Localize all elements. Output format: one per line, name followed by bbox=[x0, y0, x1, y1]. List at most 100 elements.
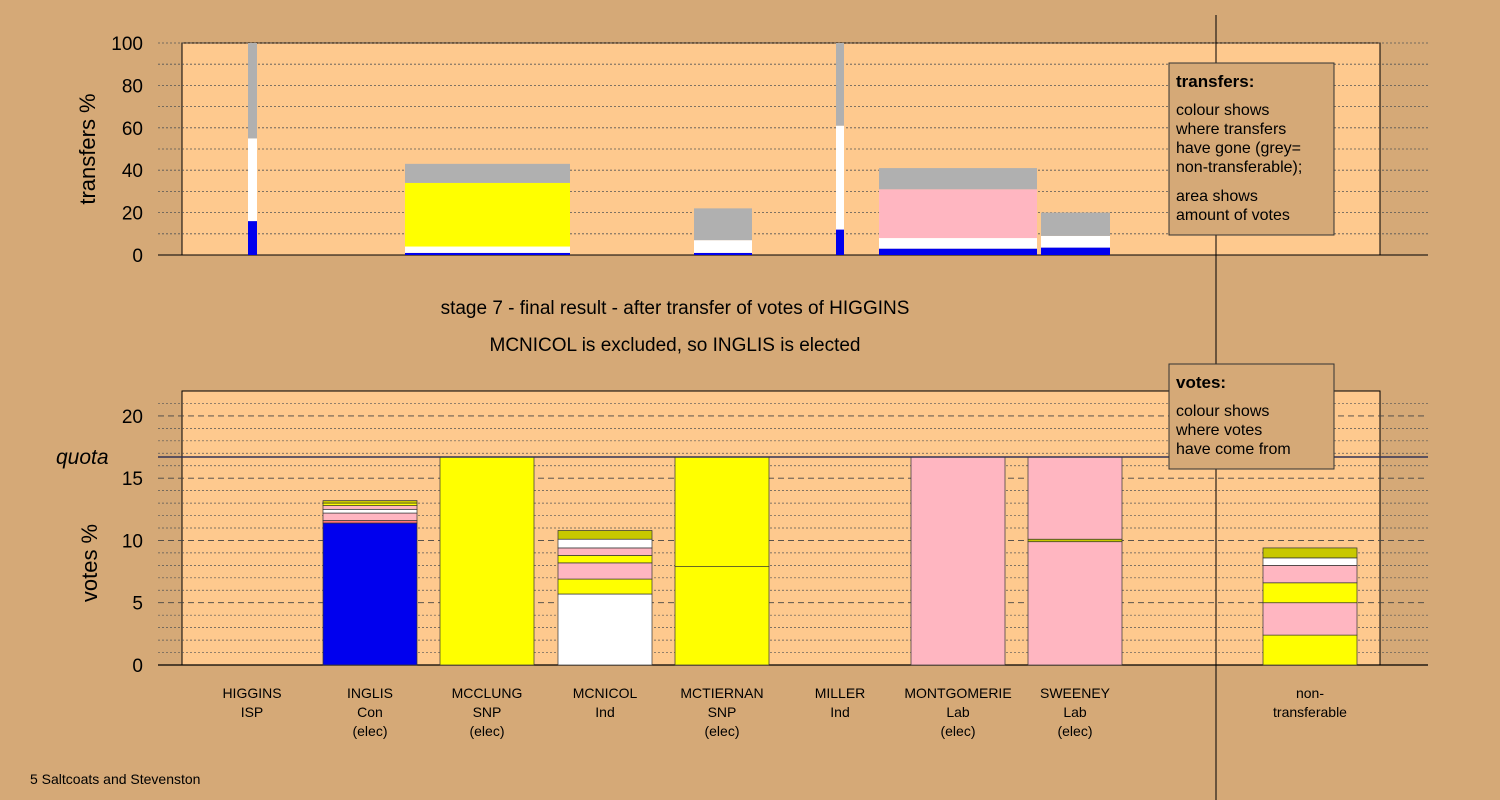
transfer-segment-sweeney bbox=[1041, 235, 1110, 248]
vote-segment-sweeney bbox=[1027, 538, 1123, 543]
stage-subtitle: MCNICOL is excluded, so INGLIS is electe… bbox=[490, 335, 861, 356]
legend-text: amount of votes bbox=[1176, 207, 1290, 224]
vote-segment-mctiernan bbox=[674, 566, 770, 666]
candidate-label: Con bbox=[357, 704, 383, 720]
legend-text: where votes bbox=[1175, 422, 1262, 439]
y-axis-label: votes % bbox=[77, 524, 102, 602]
vote-segment-mcclung bbox=[439, 456, 535, 666]
vote-segment-nontransferable bbox=[1262, 557, 1358, 566]
legend-title: votes: bbox=[1176, 373, 1226, 392]
candidate-label: SNP bbox=[473, 704, 502, 720]
candidate-label: Ind bbox=[595, 704, 614, 720]
vote-segment-nontransferable bbox=[1262, 634, 1358, 666]
vote-segment-montgomerie bbox=[910, 456, 1006, 666]
transfer-segment-inglis bbox=[405, 246, 570, 253]
legend-text: where transfers bbox=[1175, 121, 1286, 138]
legend-title: transfers: bbox=[1176, 72, 1254, 91]
transfers-legend: transfers: colour shows where transfers hav… bbox=[1168, 62, 1335, 236]
votes-legend: votes: colour shows where votes have come f… bbox=[1168, 363, 1335, 470]
y-tick-label: 80 bbox=[122, 76, 143, 97]
y-tick-label: 0 bbox=[132, 656, 143, 677]
candidate-label: HIGGINS bbox=[222, 685, 281, 701]
candidate-label: MONTGOMERIE bbox=[904, 685, 1011, 701]
candidate-label: SNP bbox=[708, 704, 737, 720]
candidate-label: (elec) bbox=[940, 723, 975, 739]
legend-box bbox=[1168, 363, 1335, 470]
transfer-segment-montgomerie bbox=[879, 238, 1037, 249]
transfer-segment-miller bbox=[836, 125, 844, 230]
vote-segment-inglis bbox=[322, 522, 418, 666]
transfer-segment-mcnicol bbox=[694, 252, 752, 255]
vote-segment-nontransferable bbox=[1262, 547, 1358, 559]
vote-segment-mctiernan bbox=[674, 456, 770, 567]
y-tick-label: 10 bbox=[122, 531, 143, 552]
transfer-segment-mcnicol bbox=[694, 240, 752, 253]
candidate-label: INGLIS bbox=[347, 685, 393, 701]
candidate-label: MCCLUNG bbox=[452, 685, 523, 701]
vote-segment-inglis bbox=[322, 520, 418, 524]
candidate-label: Ind bbox=[830, 704, 849, 720]
vote-segment-inglis bbox=[322, 512, 418, 521]
vote-segment-mcnicol bbox=[557, 555, 653, 564]
vote-segment-mcnicol bbox=[557, 578, 653, 595]
transfer-segment-higgins bbox=[248, 221, 257, 255]
transfer-segment-higgins bbox=[248, 43, 257, 139]
candidate-label: Lab bbox=[946, 704, 970, 720]
legend-text: colour shows bbox=[1176, 102, 1269, 119]
y-tick-label: 40 bbox=[122, 161, 143, 182]
candidate-label: Lab bbox=[1063, 704, 1087, 720]
quota-label: quota bbox=[56, 446, 109, 469]
candidate-label: MILLER bbox=[815, 685, 866, 701]
vote-segment-inglis bbox=[322, 508, 418, 514]
legend-text: non-transferable); bbox=[1176, 159, 1302, 176]
y-tick-label: 0 bbox=[132, 246, 143, 267]
transfer-segment-miller bbox=[836, 229, 844, 255]
transfer-segment-montgomerie bbox=[879, 248, 1037, 255]
transfer-segment-inglis bbox=[405, 252, 570, 255]
vote-segment-nontransferable bbox=[1262, 565, 1358, 584]
legend-text: have gone (grey= bbox=[1176, 140, 1301, 157]
y-tick-label: 20 bbox=[122, 407, 143, 428]
transfer-segment-inglis bbox=[405, 182, 570, 247]
vote-segment-inglis bbox=[322, 502, 418, 506]
legend-text: have come from bbox=[1176, 441, 1291, 458]
vote-segment-mcnicol bbox=[557, 538, 653, 549]
legend-box bbox=[1168, 62, 1335, 236]
nontransferable-label: non- bbox=[1296, 685, 1324, 701]
footer-ward: 5 Saltcoats and Stevenston bbox=[30, 771, 200, 787]
legend-text: colour shows bbox=[1176, 403, 1269, 420]
vote-segment-inglis bbox=[322, 500, 418, 504]
y-axis-label: transfers % bbox=[75, 93, 100, 204]
y-tick-label: 5 bbox=[132, 594, 143, 615]
transfer-segment-sweeney bbox=[1041, 212, 1110, 236]
y-tick-label: 100 bbox=[111, 34, 143, 55]
y-tick-label: 20 bbox=[122, 204, 143, 225]
vote-segment-mcnicol bbox=[557, 593, 653, 666]
transfer-segment-montgomerie bbox=[879, 189, 1037, 239]
vote-segment-nontransferable bbox=[1262, 602, 1358, 636]
transfer-segment-montgomerie bbox=[879, 168, 1037, 190]
candidate-label: (elec) bbox=[352, 723, 387, 739]
legend-text: area shows bbox=[1176, 188, 1258, 205]
transfer-segment-sweeney bbox=[1041, 247, 1110, 255]
candidate-label: MCNICOL bbox=[573, 685, 638, 701]
candidate-label: MCTIERNAN bbox=[680, 685, 763, 701]
candidate-label: (elec) bbox=[469, 723, 504, 739]
nontransferable-label: transferable bbox=[1273, 704, 1347, 720]
vote-segment-sweeney bbox=[1027, 541, 1123, 666]
vote-segment-mcnicol bbox=[557, 562, 653, 580]
y-tick-label: 60 bbox=[122, 119, 143, 140]
transfer-segment-miller bbox=[836, 43, 844, 126]
transfer-segment-inglis bbox=[405, 163, 570, 183]
candidate-label: (elec) bbox=[704, 723, 739, 739]
candidate-label: ISP bbox=[241, 704, 264, 720]
candidate-label: SWEENEY bbox=[1040, 685, 1111, 701]
vote-segment-mcnicol bbox=[557, 530, 653, 540]
stage-title: stage 7 - final result - after transfer … bbox=[441, 298, 910, 319]
vote-segment-mcnicol bbox=[557, 547, 653, 556]
candidate-label: (elec) bbox=[1057, 723, 1092, 739]
transfer-segment-mcnicol bbox=[694, 208, 752, 241]
transfer-segment-higgins bbox=[248, 138, 257, 222]
vote-segment-sweeney bbox=[1027, 456, 1123, 540]
